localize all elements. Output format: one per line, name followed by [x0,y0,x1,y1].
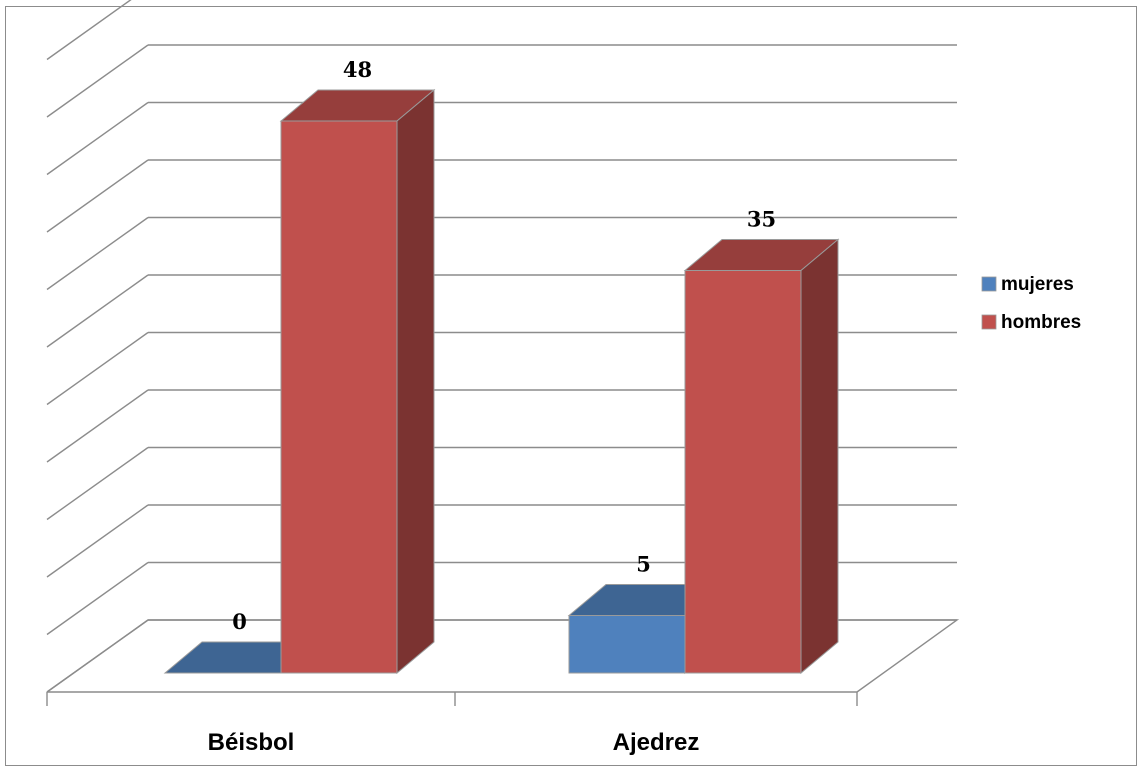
bar-side-hombres-Béisbol [396,88,435,675]
gridline-side [46,504,149,578]
bar-hombres-Béisbol [280,120,398,674]
gridline-side [46,619,149,693]
gridline-side [46,159,149,233]
category-labels: Béisbol Ajedrez [208,729,700,756]
data-label-mujeres-Béisbol: 0 [232,609,247,634]
legend-label-hombres: hombres [1001,312,1081,333]
x-axis [46,692,858,706]
data-labels: 0 48 5 35 [232,57,776,634]
gridline-side [46,274,149,348]
gridline-side [46,389,149,463]
bar-side-hombres-Ajedrez [800,238,839,675]
gridline-side [46,561,149,636]
bar-mujeres-Ajedrez [568,615,686,674]
bar-hombres-Ajedrez [684,270,802,674]
gridline-side [46,0,132,61]
data-label-mujeres-Ajedrez: 5 [636,552,651,577]
category-label-1: Ajedrez [613,729,700,756]
gridline-side [46,331,149,406]
legend: mujeres hombres [981,274,1081,333]
data-label-hombres-Béisbol: 48 [343,57,372,82]
gridline-side [46,101,149,176]
gridline-side [46,216,149,291]
category-label-0: Béisbol [208,729,295,756]
bars [163,88,840,675]
legend-label-mujeres: mujeres [1001,274,1074,295]
legend-swatch-hombres [981,314,997,330]
data-label-hombres-Ajedrez: 35 [747,207,776,232]
gridline-side [46,44,149,118]
legend-swatch-mujeres [981,276,997,292]
gridline-side [46,446,149,521]
